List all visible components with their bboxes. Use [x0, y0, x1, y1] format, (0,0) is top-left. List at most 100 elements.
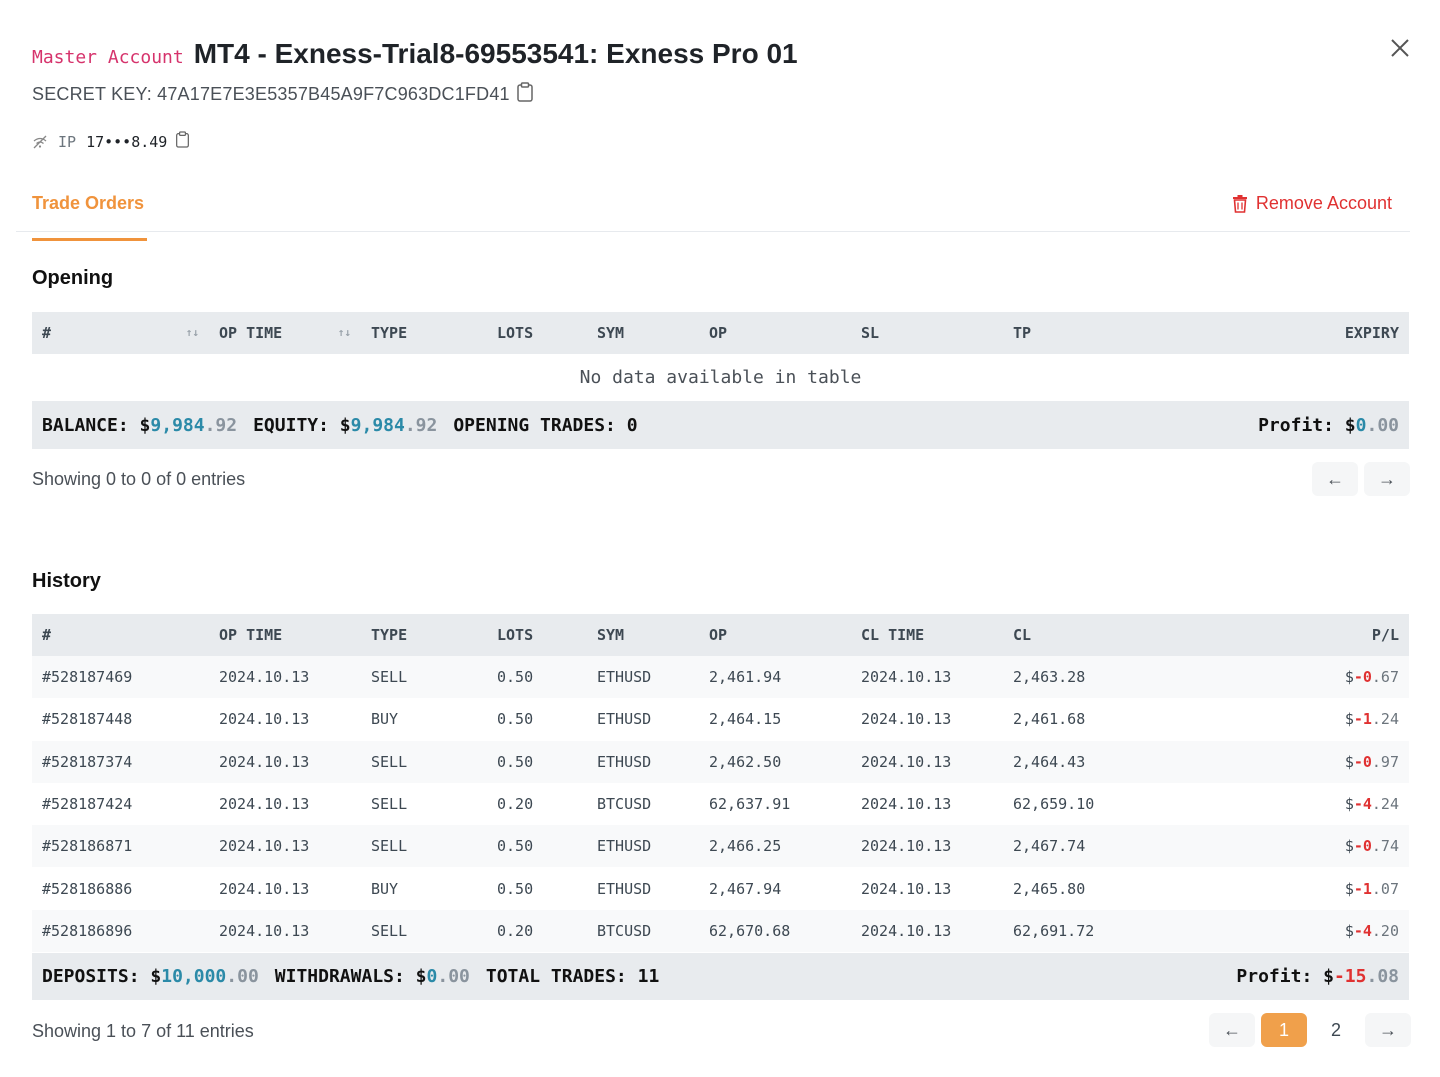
- cell-cl-time: 2024.10.13: [851, 698, 1003, 741]
- table-row[interactable]: #528186886 2024.10.13 BUY 0.50 ETHUSD 2,467.9…: [32, 867, 1409, 910]
- opening-header-row: # ↑↓ OP TIME ↑↓ TYPE LOTS SYM OP SL TP EXP…: [32, 312, 1409, 354]
- cell-cl: 62,659.10: [1003, 782, 1253, 826]
- cell-op: 2,461.94: [699, 656, 851, 699]
- cell-sym: ETHUSD: [587, 698, 699, 741]
- cell-cl: 2,464.43: [1003, 740, 1253, 783]
- next-page-button[interactable]: →: [1365, 1013, 1411, 1047]
- col-header-expiry[interactable]: EXPIRY: [1253, 312, 1409, 354]
- page-2-button[interactable]: 2: [1313, 1013, 1359, 1047]
- remove-account-button[interactable]: Remove Account: [1232, 193, 1392, 214]
- col-header-lots[interactable]: LOTS: [487, 312, 587, 354]
- cell-cl: 2,461.68: [1003, 698, 1253, 741]
- cell-op-time: 2024.10.13: [209, 698, 361, 741]
- col-header-tp[interactable]: TP: [1003, 312, 1253, 354]
- opening-title: Opening: [32, 267, 114, 289]
- cell-lots: 0.50: [487, 740, 587, 783]
- col-header-pl[interactable]: P/L: [1253, 614, 1409, 656]
- cell-type: SELL: [361, 909, 487, 953]
- master-account-label: Master Account: [32, 47, 184, 68]
- cell-sym: BTCUSD: [587, 782, 699, 826]
- cell-op-time: 2024.10.13: [209, 782, 361, 826]
- cell-cl-time: 2024.10.13: [851, 867, 1003, 910]
- cell-cl-time: 2024.10.13: [851, 656, 1003, 699]
- cell-lots: 0.50: [487, 698, 587, 741]
- tab-trade-orders[interactable]: Trade Orders: [32, 193, 147, 241]
- table-row[interactable]: #528186871 2024.10.13 SELL 0.50 ETHUSD 2,466.…: [32, 825, 1409, 868]
- opening-profit-summary: Profit: $0.00: [1258, 414, 1399, 436]
- cell-pl: $-4.24: [1253, 782, 1409, 826]
- col-header-op[interactable]: OP: [699, 312, 851, 354]
- cell-id: #528187448: [32, 698, 209, 741]
- opening-showing-text: Showing 0 to 0 of 0 entries: [32, 469, 246, 489]
- history-header-row: # OP TIME TYPE LOTS SYM OP CL TIME CL P/…: [32, 614, 1409, 656]
- col-header-cl-time[interactable]: CL TIME: [851, 614, 1003, 656]
- cell-lots: 0.50: [487, 656, 587, 699]
- copy-ip-button[interactable]: [175, 131, 190, 152]
- col-header-op-time[interactable]: OP TIME: [209, 614, 361, 656]
- table-row[interactable]: #528187469 2024.10.13 SELL 0.50 ETHUSD 2,461.…: [32, 656, 1409, 699]
- cell-op-time: 2024.10.13: [209, 740, 361, 783]
- next-page-button[interactable]: →: [1364, 462, 1410, 496]
- cell-cl-time: 2024.10.13: [851, 782, 1003, 826]
- table-row[interactable]: #528187424 2024.10.13 SELL 0.20 BTCUSD 62,637…: [32, 782, 1409, 826]
- table-row[interactable]: #528186896 2024.10.13 SELL 0.20 BTCUSD 62,670…: [32, 909, 1409, 953]
- table-row[interactable]: #528187448 2024.10.13 BUY 0.50 ETHUSD 2,464.1…: [32, 698, 1409, 741]
- cell-type: SELL: [361, 825, 487, 868]
- cell-type: BUY: [361, 867, 487, 910]
- col-header-cl[interactable]: CL: [1003, 614, 1253, 656]
- ip-value: 17•••8.49: [86, 132, 168, 151]
- cell-pl: $-4.20: [1253, 909, 1409, 953]
- cell-id: #528187374: [32, 740, 209, 783]
- col-header-id[interactable]: #: [32, 614, 209, 656]
- copy-secret-button[interactable]: [516, 82, 534, 107]
- col-header-op[interactable]: OP: [699, 614, 851, 656]
- history-profit-summary: Profit: $-15.08: [1236, 966, 1399, 987]
- prev-page-button[interactable]: ←: [1312, 462, 1358, 496]
- history-table: # OP TIME TYPE LOTS SYM OP CL TIME CL P/…: [32, 614, 1409, 953]
- close-icon: [1391, 39, 1409, 57]
- opening-summary: BALANCE: $9,984.92 EQUITY: $9,984.92 OPE…: [32, 401, 1409, 449]
- cell-lots: 0.50: [487, 867, 587, 910]
- history-showing-text: Showing 1 to 7 of 11 entries: [32, 1021, 254, 1041]
- sort-icon: ↑↓: [337, 326, 351, 339]
- cell-cl: 2,465.80: [1003, 867, 1253, 910]
- clipboard-icon: [517, 82, 533, 102]
- cell-sym: ETHUSD: [587, 825, 699, 868]
- cell-cl: 62,691.72: [1003, 909, 1253, 953]
- col-header-lots[interactable]: LOTS: [487, 614, 587, 656]
- cell-op: 2,467.94: [699, 867, 851, 910]
- col-header-op-time[interactable]: OP TIME ↑↓: [209, 312, 361, 354]
- cell-pl: $-0.74: [1253, 825, 1409, 868]
- cell-cl-time: 2024.10.13: [851, 825, 1003, 868]
- history-pagination: ← 1 2 →: [1209, 1013, 1411, 1047]
- cell-op-time: 2024.10.13: [209, 825, 361, 868]
- opening-table: # ↑↓ OP TIME ↑↓ TYPE LOTS SYM OP SL TP EXP…: [32, 312, 1409, 354]
- cell-id: #528186886: [32, 867, 209, 910]
- cell-op-time: 2024.10.13: [209, 867, 361, 910]
- cell-id: #528187469: [32, 656, 209, 699]
- clipboard-icon: [176, 131, 190, 148]
- col-header-sym[interactable]: SYM: [587, 312, 699, 354]
- cell-op: 2,462.50: [699, 740, 851, 783]
- history-title: History: [32, 570, 101, 592]
- sort-icon: ↑↓: [185, 326, 199, 339]
- prev-page-button[interactable]: ←: [1209, 1013, 1255, 1047]
- opening-trades-summary: OPENING TRADES: 0: [453, 414, 638, 436]
- page-1-button[interactable]: 1: [1261, 1013, 1307, 1047]
- col-header-sym[interactable]: SYM: [587, 614, 699, 656]
- cell-type: BUY: [361, 698, 487, 741]
- col-header-type[interactable]: TYPE: [361, 614, 487, 656]
- col-header-type[interactable]: TYPE: [361, 312, 487, 354]
- cell-id: #528187424: [32, 782, 209, 826]
- opening-pagination: ← →: [1312, 462, 1410, 496]
- cell-op-time: 2024.10.13: [209, 909, 361, 953]
- table-row[interactable]: #528187374 2024.10.13 SELL 0.50 ETHUSD 2,462.…: [32, 740, 1409, 783]
- cell-lots: 0.50: [487, 825, 587, 868]
- close-button[interactable]: [1386, 34, 1414, 62]
- title-row: Master Account MT4 - Exness-Trial8-69553…: [32, 38, 798, 70]
- col-header-sl[interactable]: SL: [851, 312, 1003, 354]
- col-header-id[interactable]: # ↑↓: [32, 312, 209, 354]
- cell-lots: 0.20: [487, 782, 587, 826]
- cell-id: #528186871: [32, 825, 209, 868]
- cell-pl: $-0.97: [1253, 740, 1409, 783]
